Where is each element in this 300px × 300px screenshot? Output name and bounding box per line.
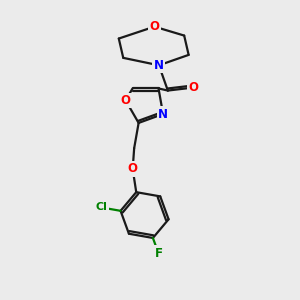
Text: O: O <box>128 163 138 176</box>
Text: N: N <box>154 59 164 72</box>
Text: O: O <box>188 81 198 94</box>
Text: F: F <box>154 247 163 260</box>
Text: Cl: Cl <box>96 202 107 212</box>
Text: N: N <box>158 107 168 121</box>
Text: O: O <box>121 94 130 107</box>
Text: O: O <box>149 20 160 33</box>
